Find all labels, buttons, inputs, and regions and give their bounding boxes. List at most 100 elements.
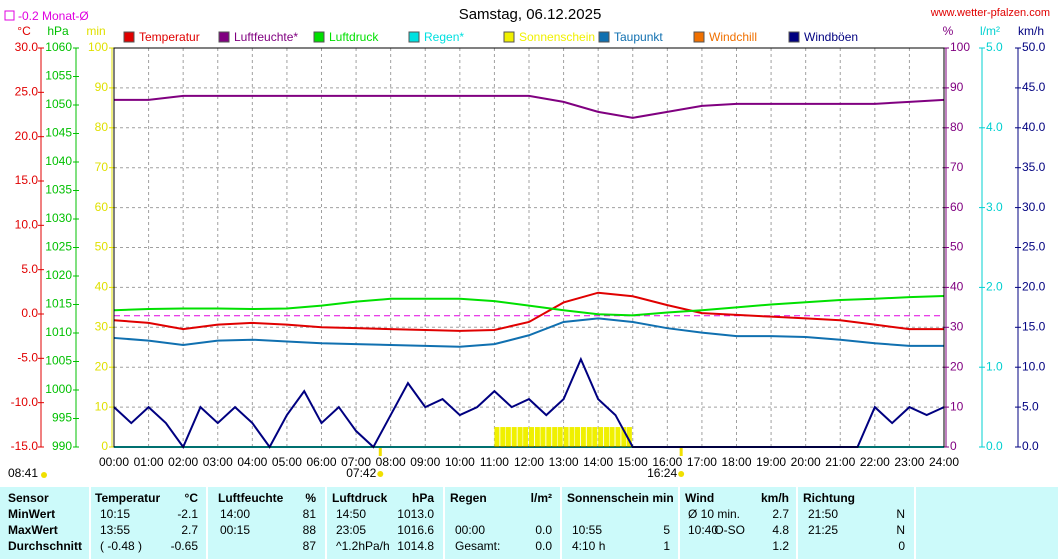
y-tick-label: 1040 — [45, 154, 72, 168]
y-tick-label: 1050 — [45, 97, 72, 111]
y-tick-label: 50 — [950, 240, 964, 254]
sun-bar — [529, 427, 534, 447]
y-tick-label: 30.0 — [15, 40, 39, 54]
table-cell: 21:25 — [808, 523, 838, 537]
y-tick-label: 1000 — [45, 382, 72, 396]
x-tick-label: 20:00 — [791, 455, 821, 469]
table-cell: 21:50 — [808, 507, 838, 521]
x-tick-label: 12:00 — [514, 455, 544, 469]
axis-unit: % — [943, 24, 954, 38]
x-tick-label: 03:00 — [203, 455, 233, 469]
table-cell: 88 — [303, 523, 317, 537]
y-tick-label: 80 — [95, 120, 109, 134]
y-tick-label: 20 — [950, 359, 964, 373]
table-cell: N — [896, 523, 905, 537]
table-cell: Gesamt: — [455, 539, 500, 553]
y-tick-label: 1010 — [45, 325, 72, 339]
y-tick-label: 10.0 — [15, 218, 39, 232]
legend-label: Temperatur — [139, 30, 200, 44]
x-tick-label: 09:00 — [410, 455, 440, 469]
series-line — [114, 94, 945, 119]
table-cell: 2.7 — [181, 523, 198, 537]
sun-icon — [377, 471, 384, 477]
sunset-marker — [679, 448, 683, 456]
y-tick-label: 20 — [95, 359, 109, 373]
table-cell: ( -0.48 ) — [100, 539, 142, 553]
y-tick-label: 0.0 — [21, 306, 38, 320]
sun-bar — [563, 427, 569, 447]
legend-swatch — [598, 31, 610, 43]
table-header: % — [305, 491, 316, 505]
sun-bar — [500, 427, 506, 447]
x-tick-label: 08:00 — [376, 455, 406, 469]
y-tick-label: 80 — [950, 120, 964, 134]
y-tick-label: 60 — [95, 200, 109, 214]
x-tick-label: 06:00 — [306, 455, 336, 469]
sun-bar — [626, 427, 632, 447]
y-tick-label: 1015 — [45, 297, 72, 311]
x-tick-label: 02:00 — [168, 455, 198, 469]
y-tick-label: 25.0 — [1022, 240, 1046, 254]
legend-label: Luftdruck — [329, 30, 379, 44]
table-cell: 87 — [303, 539, 317, 553]
y-tick-label: 15.0 — [15, 173, 39, 187]
x-tick-label: 01:00 — [134, 455, 164, 469]
table-cell: ^1.2hPa/h — [336, 539, 390, 553]
table-cell: 0 — [898, 539, 905, 553]
table-cell: 1014.8 — [397, 539, 434, 553]
table-header: Luftfeuchte — [218, 491, 284, 505]
x-tick-label: 07:00 — [341, 455, 371, 469]
sun-bar — [586, 427, 592, 447]
table-header: Temperatur — [95, 491, 160, 505]
table-header: Richtung — [803, 491, 855, 505]
y-tick-label: 60 — [950, 200, 964, 214]
table-cell: 00:00 — [455, 523, 485, 537]
legend-label: Windchill — [709, 30, 757, 44]
legend-swatch — [693, 31, 705, 43]
table-cell: -0.65 — [171, 539, 199, 553]
sun-bar — [511, 427, 517, 447]
legend-swatch — [408, 31, 420, 43]
y-tick-label: 70 — [950, 160, 964, 174]
table-cell: 4.8 — [772, 523, 789, 537]
x-tick-label: 16:00 — [652, 455, 682, 469]
site: www.wetter-pfalzen.com — [930, 7, 1050, 19]
table-cell: 14:50 — [336, 507, 366, 521]
series-line — [113, 294, 945, 317]
y-tick-label: 90 — [95, 80, 109, 94]
x-tick-label: 18:00 — [721, 455, 751, 469]
y-tick-label: 2.0 — [986, 280, 1003, 294]
x-tick-label: 13:00 — [549, 455, 579, 469]
sunset-label: 16:24 — [647, 466, 677, 480]
moon-label: 08:41 — [8, 466, 38, 480]
y-tick-label: 1035 — [45, 183, 72, 197]
y-tick-label: 0.0 — [986, 439, 1003, 453]
y-tick-label: 5.0 — [1022, 399, 1039, 413]
x-tick-label: 17:00 — [687, 455, 717, 469]
sun-bar — [621, 427, 627, 447]
x-tick-label: 11:00 — [480, 455, 509, 469]
y-tick-label: 30 — [950, 319, 964, 333]
y-tick-label: 1020 — [45, 268, 72, 282]
y-tick-label: 100 — [950, 40, 970, 54]
table-cell: Ø 10 min. — [688, 507, 740, 521]
table-cell: 1.2 — [772, 539, 789, 553]
legend-swatch — [313, 31, 325, 43]
table-header: °C — [185, 491, 199, 505]
table-cell: 81 — [303, 507, 317, 521]
table-cell: 14:00 — [220, 507, 250, 521]
y-tick-label: 990 — [52, 439, 72, 453]
sun-icon — [678, 471, 685, 477]
table-header: Sensor — [8, 491, 49, 505]
y-tick-label: 50 — [95, 240, 109, 254]
sunrise-marker — [378, 448, 382, 456]
table-header: Luftdruck — [332, 491, 388, 505]
legend-swatch — [788, 31, 800, 43]
table-cell: 1016.6 — [397, 523, 434, 537]
y-tick-label: -10.0 — [11, 395, 39, 409]
y-tick-label: 995 — [52, 411, 72, 425]
x-tick-label: 23:00 — [894, 455, 924, 469]
table-cell: 00:15 — [220, 523, 250, 537]
